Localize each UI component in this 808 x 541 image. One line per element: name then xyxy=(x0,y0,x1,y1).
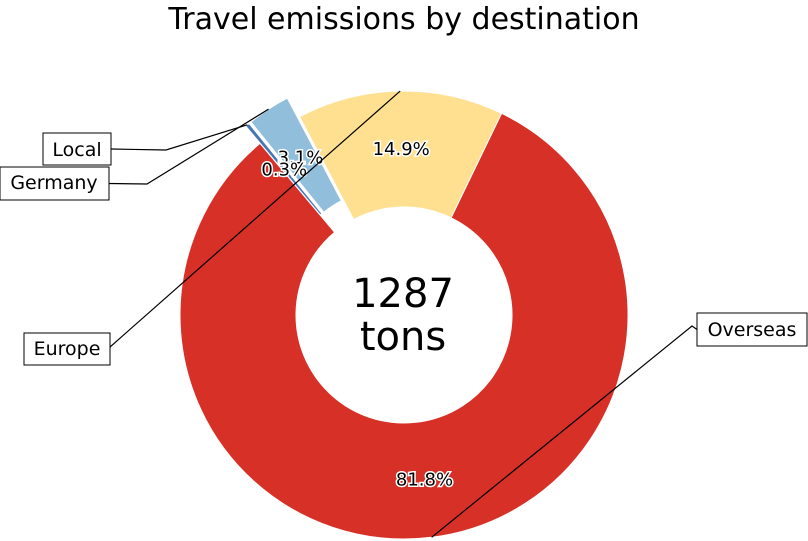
leader-line-overseas xyxy=(431,325,698,538)
percent-label-local: 0.3% xyxy=(261,160,307,181)
slice-label-europe: Europe xyxy=(34,338,101,360)
percent-label-europe: 14.9% xyxy=(373,139,430,160)
percent-label-germany: 3.1% xyxy=(278,148,324,169)
slice-germany xyxy=(250,97,343,213)
slice-local xyxy=(245,122,323,216)
center-total-value: 1287 xyxy=(352,271,454,317)
slice-label-overseas: Overseas xyxy=(708,319,797,341)
percent-label-overseas: 81.8% xyxy=(396,470,453,491)
label-box-europe xyxy=(23,332,111,366)
label-box-germany xyxy=(0,166,110,201)
center-total-unit: tons xyxy=(360,314,446,360)
slice-label-germany: Germany xyxy=(10,172,97,194)
chart-title: Travel emissions by destination xyxy=(167,2,639,37)
slice-overseas xyxy=(179,112,629,540)
label-box-local xyxy=(42,132,112,166)
slice-label-local: Local xyxy=(52,139,101,161)
label-box-overseas xyxy=(696,312,808,347)
slice-europe xyxy=(298,90,503,221)
leader-line-local xyxy=(110,124,248,151)
leader-line-germany xyxy=(108,108,269,185)
